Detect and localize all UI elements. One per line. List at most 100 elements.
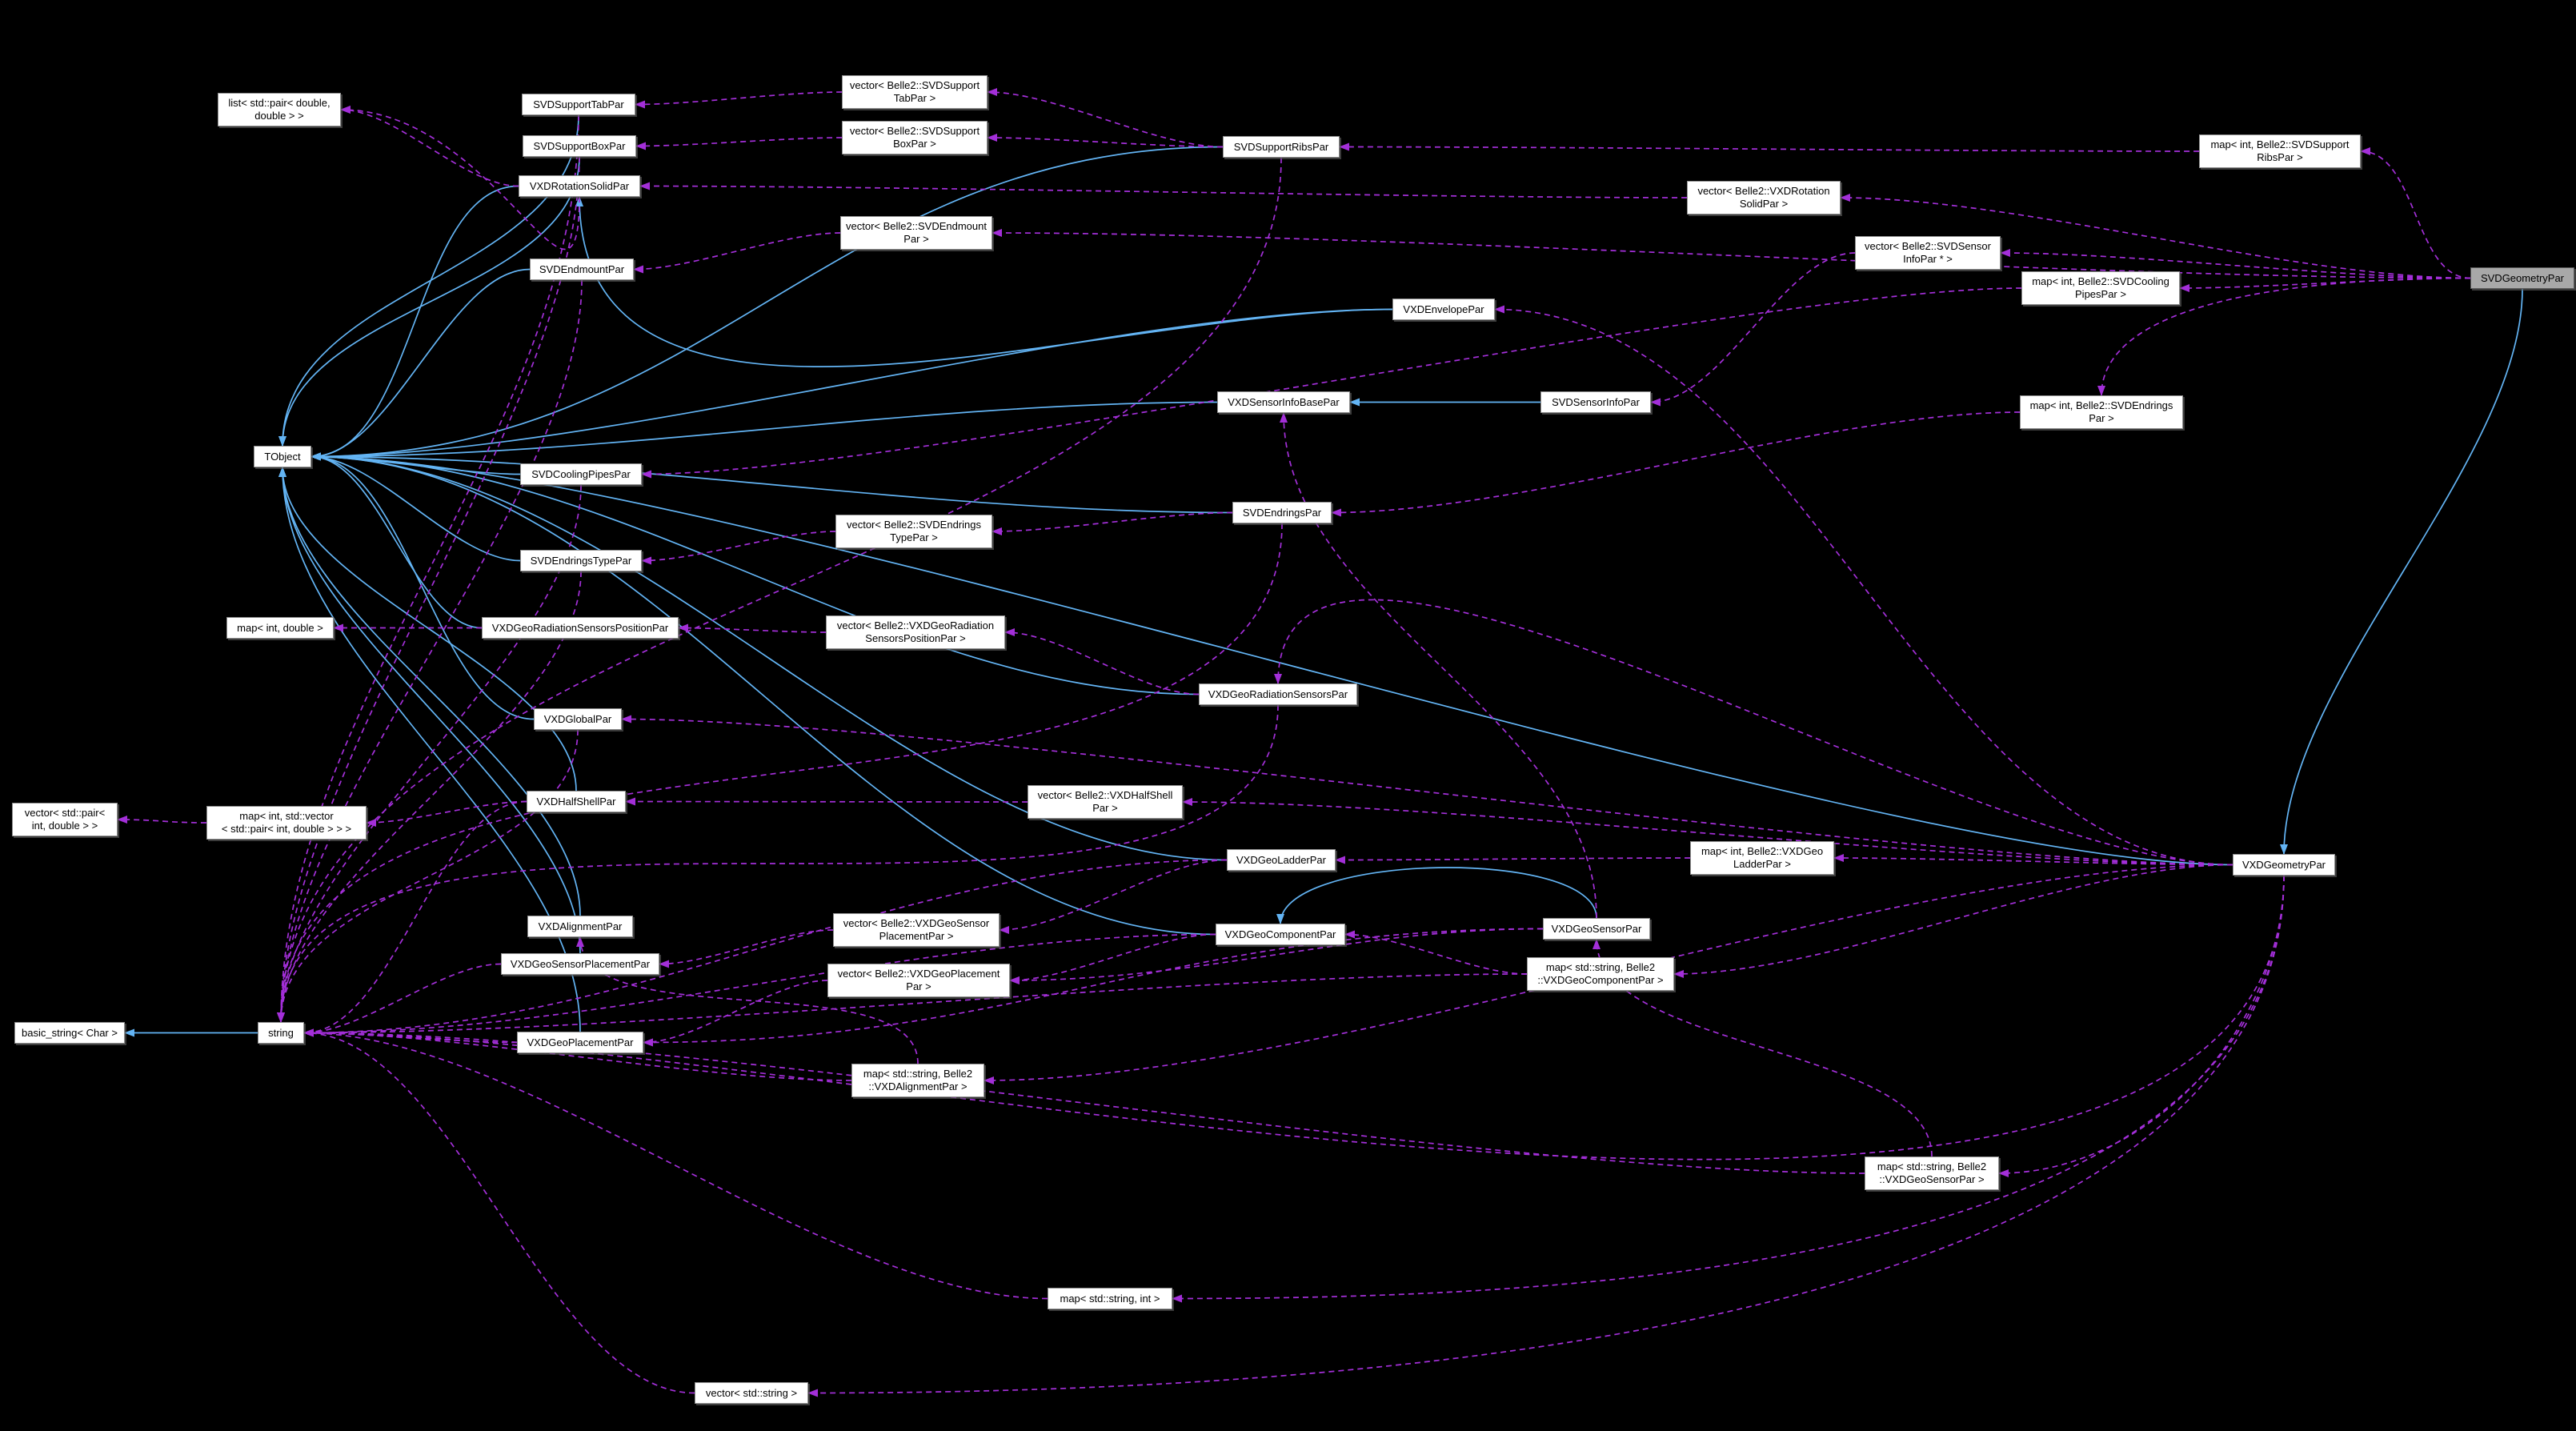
node-vec_support_box[interactable]: vector< Belle2::SVDSupport BoxPar >: [842, 121, 988, 154]
node-svd_endrings_type[interactable]: SVDEndringsTypePar: [520, 550, 642, 571]
node-map_int_double[interactable]: map< int, double >: [226, 617, 334, 639]
node-svd_endmount[interactable]: SVDEndmountPar: [530, 259, 634, 280]
inheritance-edge-vxd_geo_placement-to-tobject: [278, 467, 581, 1032]
usage-edge-map_endrings-to-svd_endrings: [1331, 411, 2021, 517]
usage-edge-svd_geometry-to-map_cooling_pipes: [2179, 277, 2471, 292]
usage-edge-vec_rad_pos-to-vxd_rad_pos: [678, 623, 827, 633]
inheritance-edge-vxd_geo_component-to-tobject: [310, 452, 1216, 936]
usage-edge-map_int_vec_pair-to-vec_pair_int_double: [117, 816, 207, 824]
node-map_component[interactable]: map< std::string, Belle2 ::VXDGeoCompone…: [1527, 957, 1674, 991]
node-vxd_geo_sensor[interactable]: VXDGeoSensorPar: [1543, 918, 1650, 940]
usage-edge-vec_endmount-to-svd_endmount: [633, 232, 841, 274]
usage-edge-map_string_int-to-string: [303, 1028, 1048, 1300]
node-vxd_geo_sensor_placement[interactable]: VXDGeoSensorPlacementPar: [501, 953, 659, 975]
node-map_ladder[interactable]: map< int, Belle2::VXDGeo LadderPar >: [1690, 841, 1834, 875]
node-vec_string[interactable]: vector< std::string >: [695, 1382, 808, 1404]
usage-edge-svd_geometry-to-vec_rotation_solid: [1840, 194, 2471, 279]
node-vxd_alignment[interactable]: VXDAlignmentPar: [527, 916, 633, 937]
inheritance-edge-vxd_rad_sensors-to-tobject: [310, 452, 1200, 695]
inheritance-edge-svd_endmount-to-tobject: [310, 268, 531, 461]
node-vec_rad_pos[interactable]: vector< Belle2::VXDGeoRadiation SensorsP…: [826, 615, 1005, 649]
usage-edge-vec_string-to-string: [303, 1028, 695, 1394]
node-vxd_geo_component[interactable]: VXDGeoComponentPar: [1216, 924, 1345, 945]
node-svd_endrings[interactable]: SVDEndringsPar: [1232, 502, 1332, 523]
node-svd_geometry[interactable]: SVDGeometryPar: [2470, 267, 2574, 289]
node-svd_sensor_info[interactable]: SVDSensorInfoPar: [1540, 391, 1651, 413]
node-svd_support_ribs[interactable]: SVDSupportRibsPar: [1223, 136, 1340, 158]
node-vec_geo_placement[interactable]: vector< Belle2::VXDGeoPlacement Par >: [827, 964, 1010, 997]
usage-edge-map_ladder-to-vxd_geo_ladder: [1335, 856, 1691, 864]
inheritance-edge-vxd_geo_ladder-to-tobject: [310, 452, 1228, 861]
node-map_sensor[interactable]: map< std::string, Belle2 ::VXDGeoSensorP…: [1865, 1156, 1999, 1190]
node-vec_half_shell[interactable]: vector< Belle2::VXDHalfShell Par >: [1028, 785, 1183, 819]
usage-edge-vxd_half_shell-to-map_int_vec_pair: [366, 800, 527, 827]
usage-edge-vxd_geo_component-to-vec_geo_placement: [1009, 933, 1216, 984]
node-vxd_geo_ladder[interactable]: VXDGeoLadderPar: [1227, 849, 1336, 871]
usage-edge-vxd_geometry-to-map_ladder: [1833, 854, 2233, 866]
usage-edge-svd_endrings-to-string: [277, 523, 1283, 1023]
node-vxd_rad_pos[interactable]: VXDGeoRadiationSensorsPositionPar: [482, 617, 679, 639]
node-svd_support_tab[interactable]: SVDSupportTabPar: [522, 94, 635, 115]
usage-edge-map_cooling_pipes-to-svd_cooling_pipes: [641, 287, 2022, 479]
node-vxd_global[interactable]: VXDGlobalPar: [534, 708, 622, 730]
node-list_pair_double[interactable]: list< std::pair< double, double > >: [218, 93, 341, 126]
node-vec_rotation_solid[interactable]: vector< Belle2::VXDRotation SolidPar >: [1687, 181, 1841, 214]
node-vxd_geometry[interactable]: VXDGeometryPar: [2233, 854, 2335, 876]
node-vec_support_tab[interactable]: vector< Belle2::SVDSupport TabPar >: [842, 75, 988, 109]
node-map_support_ribs[interactable]: map< int, Belle2::SVDSupport RibsPar >: [2199, 134, 2361, 168]
usage-edge-svd_endrings-to-vec_endrings_type: [992, 511, 1233, 535]
node-basic_string[interactable]: basic_string< Char >: [14, 1022, 125, 1044]
node-tobject[interactable]: TObject: [254, 446, 311, 467]
usage-edge-map_alignment-to-string: [303, 1028, 852, 1081]
usage-edge-vec_sensor_placement-to-vxd_geo_sensor_placement: [659, 929, 834, 968]
usage-edge-svd_support_ribs-to-vec_support_box: [987, 134, 1224, 148]
inheritance-edge-vxd_envelope-to-vxd_rotation_solid: [575, 196, 1393, 368]
node-vxd_rotation_solid[interactable]: VXDRotationSolidPar: [519, 175, 640, 197]
node-vxd_rad_sensors[interactable]: VXDGeoRadiationSensorsPar: [1199, 683, 1357, 705]
usage-edge-vxd_geometry-to-map_sensor: [1998, 875, 2285, 1177]
node-vec_sensor_info[interactable]: vector< Belle2::SVDSensor InfoPar * >: [1855, 236, 2001, 270]
usage-edge-vec_support_box-to-svd_support_box: [635, 137, 843, 150]
usage-edge-svd_support_ribs-to-string: [277, 157, 1282, 1023]
node-vec_sensor_placement[interactable]: vector< Belle2::VXDGeoSensor PlacementPa…: [833, 913, 1000, 947]
usage-edge-map_support_ribs-to-svd_support_ribs: [1339, 142, 2200, 152]
node-vec_endmount[interactable]: vector< Belle2::SVDEndmount Par >: [840, 216, 992, 250]
inheritance-edge-vxd_geo_sensor-to-vxd_geo_component: [1276, 867, 1597, 924]
inheritance-edge-svd_endrings-to-tobject: [310, 452, 1233, 514]
node-vec_pair_int_double[interactable]: vector< std::pair< int, double > >: [12, 803, 118, 836]
usage-edge-svd_support_ribs-to-vec_support_tab: [987, 88, 1224, 148]
inheritance-edge-vxd_geo_sensor_placement-to-tobject: [278, 467, 581, 954]
usage-edge-vec_support_tab-to-svd_support_tab: [635, 91, 843, 109]
usage-edge-svd_support_tab-to-string: [277, 114, 579, 1023]
inheritance-edge-vxd_rad_pos-to-tobject: [310, 452, 483, 629]
usage-edge-vxd_geometry-to-map_component: [1673, 864, 2233, 978]
inheritance-edge-svd_geometry-to-vxd_geometry: [2280, 288, 2523, 855]
usage-edge-svd_geometry-to-vec_endmount: [992, 229, 2471, 279]
inheritance-edge-svd_support_ribs-to-tobject: [310, 146, 1224, 461]
usage-edge-vxd_geometry-to-vec_string: [807, 875, 2285, 1397]
node-vxd_half_shell[interactable]: VXDHalfShellPar: [527, 791, 626, 812]
usage-edge-vxd_geometry-to-vxd_global: [621, 715, 2233, 866]
node-svd_cooling_pipes[interactable]: SVDCoolingPipesPar: [520, 463, 642, 485]
usage-edge-svd_geometry-to-map_endrings: [2097, 277, 2471, 396]
node-svd_support_box[interactable]: SVDSupportBoxPar: [523, 135, 636, 157]
node-map_string_int[interactable]: map< std::string, int >: [1048, 1288, 1172, 1309]
usage-edge-svd_geometry-to-vec_sensor_info: [2000, 249, 2471, 279]
inheritance-edge-vxd_sensor_info_base-to-tobject: [310, 401, 1218, 461]
usage-edge-vec_geo_placement-to-vxd_geo_placement: [643, 980, 828, 1047]
node-vxd_sensor_info_base[interactable]: VXDSensorInfoBasePar: [1217, 391, 1350, 413]
node-string[interactable]: string: [258, 1022, 304, 1044]
usage-edge-svd_support_box-to-string: [277, 156, 580, 1023]
node-vxd_geo_placement[interactable]: VXDGeoPlacementPar: [517, 1032, 643, 1053]
node-map_cooling_pipes[interactable]: map< int, Belle2::SVDCooling PipesPar >: [2021, 271, 2180, 305]
usage-edge-vec_endrings_type-to-svd_endrings_type: [641, 531, 836, 565]
node-vxd_envelope[interactable]: VXDEnvelopePar: [1392, 299, 1495, 320]
node-vec_endrings_type[interactable]: vector< Belle2::SVDEndrings TypePar >: [835, 515, 992, 548]
node-map_endrings[interactable]: map< int, Belle2::SVDEndrings Par >: [2020, 395, 2183, 429]
usage-edge-vxd_rad_sensors-to-string: [277, 704, 1279, 1023]
usage-edge-vxd_rotation_solid-to-list_pair_double: [340, 106, 580, 251]
usage-edge-vxd_geo_ladder-to-string: [303, 859, 1228, 1037]
node-map_alignment[interactable]: map< std::string, Belle2 ::VXDAlignmentP…: [851, 1064, 984, 1097]
node-map_int_vec_pair[interactable]: map< int, std::vector < std::pair< int, …: [206, 806, 367, 840]
